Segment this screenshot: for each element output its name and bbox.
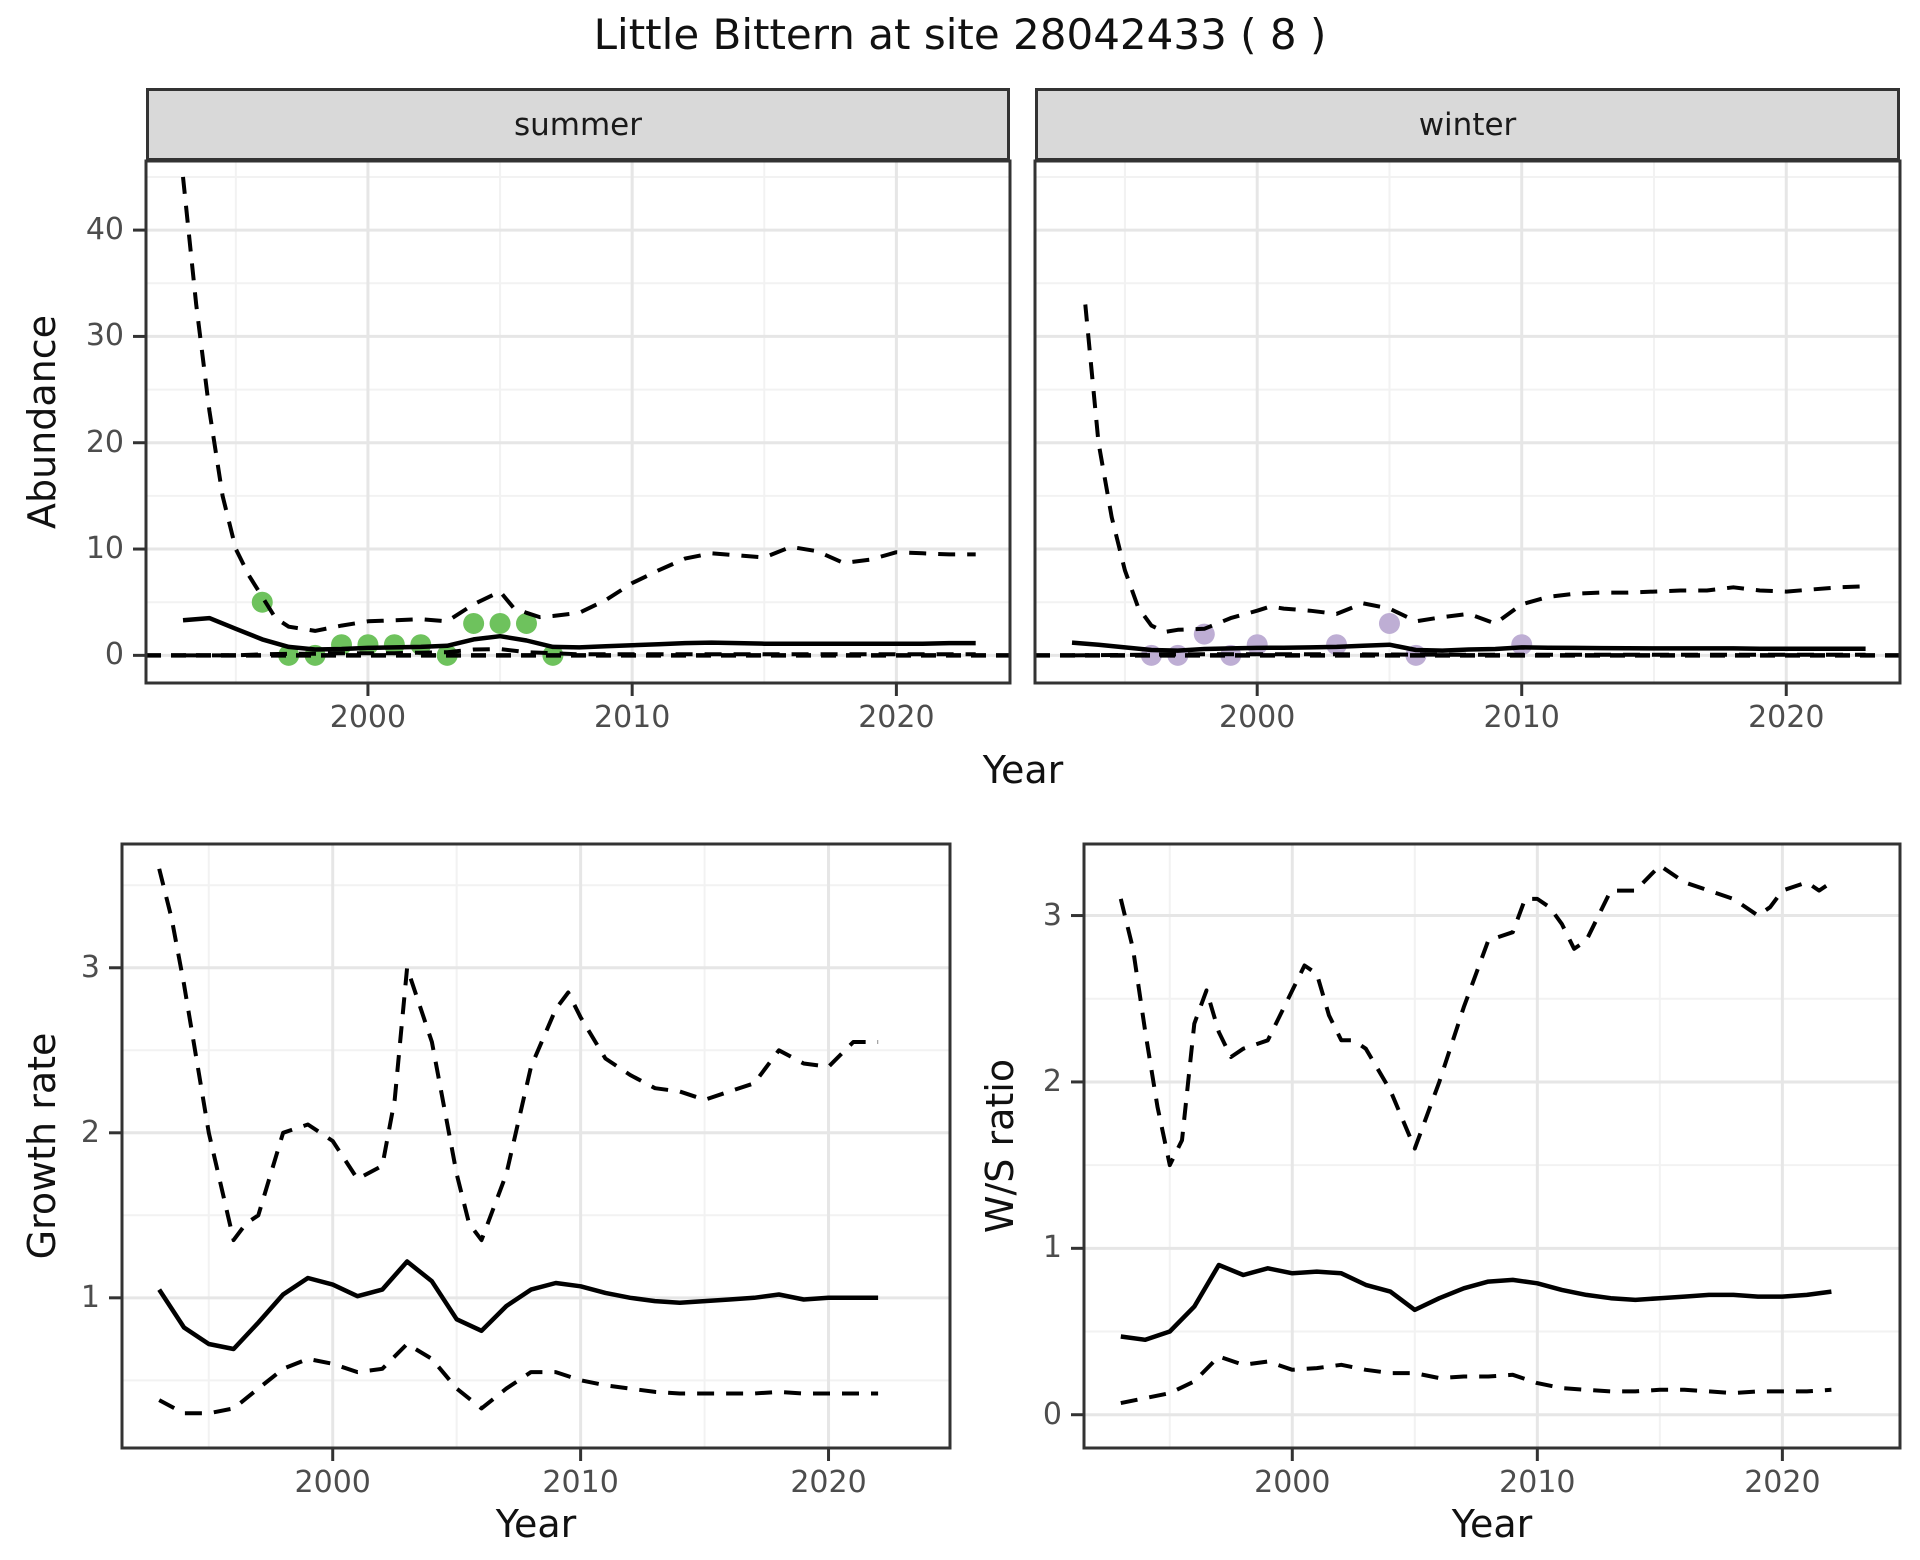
panel-background — [146, 161, 1010, 683]
facet-strip-winter-label: winter — [1418, 106, 1517, 143]
x-tick-label: 2010 — [1483, 700, 1560, 735]
grid-major — [1035, 161, 1900, 683]
y-tick-label: 1 — [80, 1279, 100, 1315]
panel-border — [1033, 159, 1902, 685]
y-tick-label: 40 — [85, 212, 124, 248]
grid-minor — [146, 161, 1010, 683]
x-tick-label: 2000 — [1254, 1465, 1331, 1500]
x-axis-title-year-top: Year — [982, 748, 1064, 792]
observation-point — [515, 612, 537, 634]
panel-background — [1035, 161, 1900, 683]
x-tick-label: 2010 — [1499, 1465, 1576, 1500]
facet-strip-winter: winter — [1035, 88, 1900, 161]
ci-lower-line — [1071, 652, 1866, 658]
x-tick-label: 2000 — [294, 1465, 371, 1500]
facet-strip-summer: summer — [146, 88, 1010, 161]
observation-point — [1511, 634, 1533, 656]
y-tick-label: 3 — [1042, 897, 1062, 933]
y-tick-label: 2 — [80, 1114, 100, 1150]
panel-border — [144, 159, 1012, 685]
facet-strip-summer-label: summer — [513, 106, 642, 143]
y-tick-label: 2 — [1042, 1063, 1062, 1099]
y-tick-label: 10 — [85, 531, 124, 567]
y-tick-label: 0 — [1042, 1396, 1062, 1432]
y-tick-label: 20 — [85, 424, 124, 460]
y-tick-label: 30 — [85, 318, 124, 354]
x-tick-label: 2000 — [1219, 700, 1296, 735]
median-line — [1120, 1262, 1832, 1343]
panel-border — [1082, 842, 1902, 1450]
grid-minor — [1035, 161, 1900, 683]
median-line — [182, 615, 976, 652]
panel-border — [120, 842, 952, 1450]
x-tick-label: 2000 — [329, 700, 407, 735]
ci-upper-line — [181, 176, 976, 633]
ci-lower-line — [183, 647, 976, 658]
tick-marks — [1071, 914, 1784, 1461]
tick-marks — [109, 966, 831, 1461]
observation-point — [489, 612, 511, 634]
panel-ws-ratio — [1071, 842, 1902, 1461]
observation-point — [463, 612, 485, 634]
observation-point — [383, 634, 405, 656]
tick-marks — [1255, 683, 1788, 696]
panel-growth-rate — [109, 842, 952, 1461]
ci-lower-line — [158, 1342, 879, 1416]
panel-abundance-summer — [133, 159, 1012, 696]
plot-title: Little Bittern at site 28042433 ( 8 ) — [593, 10, 1327, 59]
panel-abundance-winter — [1033, 159, 1902, 696]
panel-background — [122, 844, 950, 1448]
x-tick-label: 2020 — [858, 700, 935, 735]
grid-major — [1084, 844, 1900, 1448]
observation-point — [1378, 612, 1400, 634]
x-axis-title-year-growth: Year — [495, 1502, 577, 1546]
y-tick-label: 0 — [104, 637, 124, 673]
x-tick-label: 2020 — [1744, 1465, 1821, 1500]
observation-point — [278, 644, 300, 666]
median-line — [1071, 640, 1866, 653]
grid-minor — [1084, 844, 1900, 1448]
y-tick-label: 1 — [1042, 1230, 1062, 1266]
x-tick-label: 2020 — [790, 1465, 867, 1500]
x-tick-label: 2010 — [542, 1465, 619, 1500]
ci-upper-line — [1118, 863, 1833, 1168]
observation-point — [1246, 634, 1268, 656]
y-tick-label: 3 — [80, 949, 100, 985]
median-line — [157, 1259, 879, 1352]
x-axis-title-year-ws: Year — [1451, 1502, 1533, 1546]
x-tick-label: 2020 — [1748, 700, 1825, 735]
grid-major — [122, 844, 950, 1448]
panel-background — [1084, 844, 1900, 1448]
x-tick-label: 2010 — [593, 700, 671, 735]
tick-marks — [133, 228, 898, 696]
ci-upper-line — [157, 868, 879, 1243]
ci-lower-line — [1120, 1354, 1832, 1406]
